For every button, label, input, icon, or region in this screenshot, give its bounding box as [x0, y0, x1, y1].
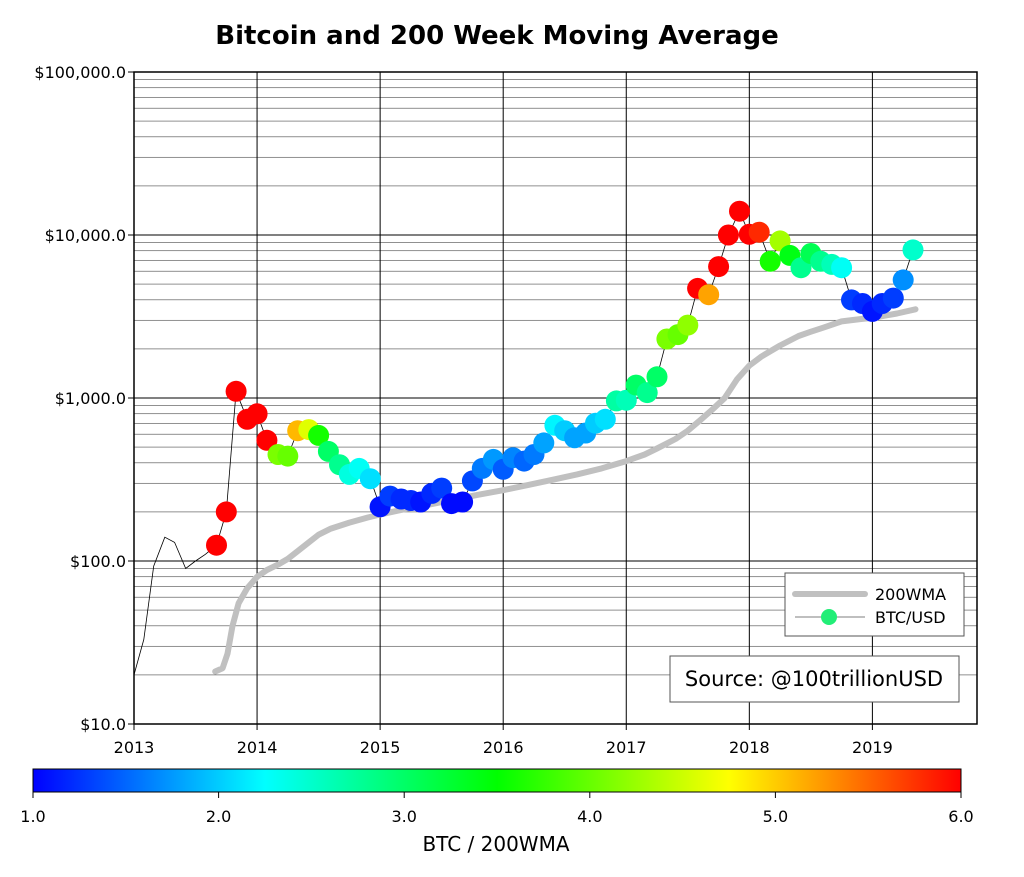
legend: 200WMA BTC/USD — [784, 572, 965, 637]
y-tick-label: $1,000.0 — [55, 389, 126, 408]
btc-point — [677, 314, 699, 336]
colorbar-tick-label: 5.0 — [763, 807, 788, 826]
colorbar-tick-label: 3.0 — [391, 807, 416, 826]
btc-point — [759, 250, 781, 272]
colorbar — [32, 768, 962, 793]
x-tick-label: 2013 — [114, 738, 155, 757]
x-tick-label: 2014 — [237, 738, 278, 757]
source-text: Source: @100trillionUSD — [685, 667, 943, 691]
btc-point — [452, 491, 474, 513]
colorbar-tick-label: 4.0 — [577, 807, 602, 826]
x-tick-label: 2019 — [852, 738, 893, 757]
btc-point — [533, 432, 555, 454]
btc-point — [215, 501, 237, 523]
y-tick-label: $10,000.0 — [45, 226, 126, 245]
legend-200wma-label: 200WMA — [875, 585, 946, 604]
source-box — [669, 655, 960, 703]
btc-point — [431, 477, 453, 499]
legend-btc-label: BTC/USD — [875, 608, 946, 627]
colorbar-tick-label: 1.0 — [20, 807, 45, 826]
wma-line — [212, 306, 919, 675]
colorbar-label: BTC / 200WMA — [422, 832, 569, 856]
y-tick-label: $100,000.0 — [34, 63, 126, 82]
legend-btc-marker — [821, 609, 837, 625]
y-tick-label: $10.0 — [80, 715, 126, 734]
x-tick-label: 2017 — [606, 738, 647, 757]
legend-box — [784, 572, 965, 637]
x-tick-label: 2018 — [729, 738, 770, 757]
btc-point — [246, 403, 268, 425]
btc-point — [748, 221, 770, 243]
btc-point — [646, 366, 668, 388]
btc-point — [698, 284, 720, 306]
btc-point — [359, 468, 381, 490]
x-tick-label: 2015 — [360, 738, 401, 757]
btc-point — [256, 429, 278, 451]
x-axis: 2013 2014 2015 2016 2017 2018 2019 — [114, 724, 893, 757]
source-annotation: Source: @100trillionUSD — [669, 655, 960, 703]
chart-title: Bitcoin and 200 Week Moving Average — [215, 21, 778, 51]
btc-point — [615, 389, 637, 411]
y-axis: $10.0 $100.0 $1,000.0 $10,000.0 $100,000.0 — [34, 63, 134, 734]
btc-point — [277, 445, 299, 467]
btc-point — [892, 269, 914, 291]
series-200wma — [212, 306, 919, 675]
btc-point — [225, 380, 247, 402]
x-tick-label: 2016 — [483, 738, 524, 757]
colorbar-tick-label: 6.0 — [948, 807, 973, 826]
btc-point — [902, 239, 924, 261]
btc-point — [594, 408, 616, 430]
btc-point — [831, 257, 853, 279]
series-btc-points — [206, 200, 924, 556]
y-tick-label: $100.0 — [70, 552, 126, 571]
btc-point — [729, 200, 750, 222]
btc-point — [882, 287, 904, 309]
btc-point — [206, 534, 227, 556]
colorbar-ticks: 1.0 2.0 3.0 4.0 5.0 6.0 — [20, 792, 974, 826]
btc-point — [308, 424, 330, 446]
btc-point — [636, 382, 658, 404]
colorbar-tick-label: 2.0 — [206, 807, 231, 826]
btc-point — [708, 256, 730, 278]
btc-point — [717, 224, 739, 246]
